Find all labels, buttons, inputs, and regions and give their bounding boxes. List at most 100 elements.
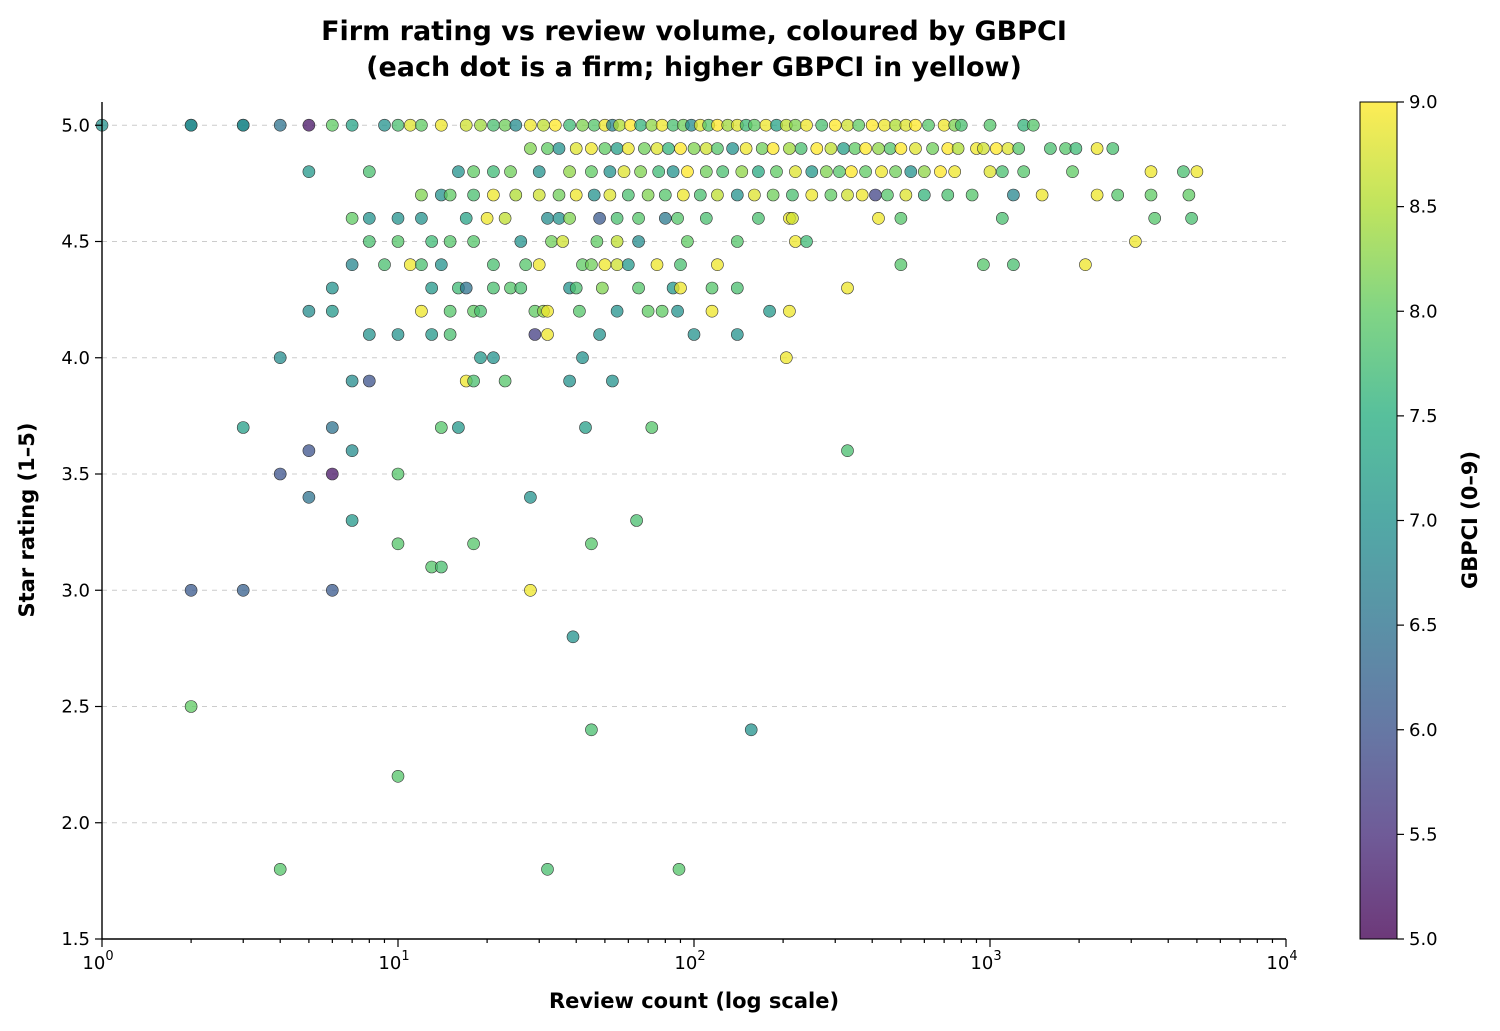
x-tick-exponent: 0 bbox=[105, 949, 113, 964]
data-point bbox=[730, 328, 744, 341]
data-point bbox=[672, 862, 686, 876]
y-tick-label: 4.5 bbox=[61, 232, 90, 253]
data-point bbox=[869, 188, 882, 202]
data-point bbox=[573, 304, 586, 318]
data-point bbox=[556, 235, 570, 248]
data-point bbox=[995, 165, 1009, 178]
data-point bbox=[815, 118, 829, 132]
data-point bbox=[391, 235, 405, 248]
data-point bbox=[805, 188, 819, 202]
data-point bbox=[434, 118, 448, 132]
data-point bbox=[443, 304, 457, 318]
data-point bbox=[965, 188, 979, 202]
data-point bbox=[590, 235, 604, 248]
data-point bbox=[610, 212, 624, 225]
data-point bbox=[345, 212, 359, 225]
axes bbox=[101, 102, 1286, 940]
data-point bbox=[763, 304, 776, 318]
data-point bbox=[666, 165, 680, 178]
data-point bbox=[705, 304, 719, 318]
data-point bbox=[514, 235, 528, 248]
data-point bbox=[587, 188, 601, 202]
data-point bbox=[585, 142, 598, 155]
data-point bbox=[552, 142, 566, 155]
data-point bbox=[184, 583, 198, 597]
data-point bbox=[325, 467, 339, 481]
data-point bbox=[716, 165, 730, 178]
data-point bbox=[748, 118, 761, 132]
data-point bbox=[632, 235, 645, 248]
data-point bbox=[585, 537, 598, 551]
data-point bbox=[837, 142, 850, 155]
data-point bbox=[711, 258, 724, 272]
x-tick-exponent: 3 bbox=[993, 949, 1001, 964]
data-point bbox=[1185, 212, 1198, 225]
data-point bbox=[345, 444, 359, 458]
x-ticks: 100 101 102 103 104 bbox=[82, 939, 1298, 974]
data-point bbox=[541, 142, 554, 155]
data-point bbox=[917, 188, 931, 202]
data-point bbox=[467, 188, 480, 202]
data-point bbox=[859, 165, 872, 178]
data-points bbox=[95, 118, 1204, 876]
data-point bbox=[766, 188, 780, 202]
colorbar-tick-label: 9.0 bbox=[1409, 92, 1438, 113]
data-point bbox=[569, 281, 583, 295]
colorbar-tick-label: 8.0 bbox=[1409, 301, 1438, 322]
data-point bbox=[1017, 165, 1031, 178]
data-point bbox=[514, 281, 528, 295]
data-point bbox=[487, 351, 500, 365]
y-tick-label: 2.0 bbox=[61, 813, 90, 834]
x-tick-base: 10 bbox=[82, 953, 105, 974]
data-point bbox=[606, 374, 619, 388]
data-point bbox=[855, 188, 869, 202]
data-point bbox=[894, 212, 908, 225]
data-point bbox=[786, 212, 799, 225]
chart-title-line2: (each dot is a firm; higher GBPCI in yel… bbox=[366, 52, 1022, 83]
data-point bbox=[415, 118, 428, 132]
data-point bbox=[587, 118, 601, 132]
data-point bbox=[948, 165, 962, 178]
data-point bbox=[391, 537, 405, 551]
data-point bbox=[345, 258, 359, 272]
data-point bbox=[1148, 212, 1161, 225]
data-point bbox=[585, 723, 598, 737]
data-point bbox=[674, 258, 687, 272]
data-point bbox=[671, 304, 684, 318]
data-point bbox=[634, 165, 647, 178]
data-point bbox=[699, 212, 713, 225]
data-point bbox=[726, 142, 739, 155]
data-point bbox=[1106, 142, 1120, 155]
x-tick-label: 103 bbox=[970, 949, 1001, 974]
data-point bbox=[824, 142, 838, 155]
data-point bbox=[810, 142, 824, 155]
data-point bbox=[415, 304, 428, 318]
data-point bbox=[641, 304, 655, 318]
data-point bbox=[467, 537, 480, 551]
data-point bbox=[391, 769, 405, 783]
x-tick-label: 101 bbox=[378, 949, 409, 974]
data-point bbox=[786, 188, 799, 202]
data-point bbox=[509, 118, 523, 132]
data-point bbox=[443, 235, 457, 248]
data-point bbox=[541, 862, 554, 876]
x-tick-base: 10 bbox=[378, 953, 401, 974]
y-ticks: 1.5 2.0 2.5 3.0 3.5 4.0 4.5 5.0 bbox=[61, 115, 102, 950]
data-point bbox=[1069, 142, 1083, 155]
data-point bbox=[1001, 142, 1015, 155]
data-point bbox=[415, 212, 428, 225]
data-point bbox=[487, 165, 500, 178]
data-point bbox=[504, 165, 517, 178]
data-point bbox=[794, 142, 808, 155]
data-point bbox=[1090, 142, 1104, 155]
y-tick-label: 3.0 bbox=[61, 580, 90, 601]
data-point bbox=[693, 188, 707, 202]
colorbar-tick-label: 6.0 bbox=[1409, 720, 1438, 741]
data-point bbox=[735, 165, 749, 178]
data-point bbox=[474, 304, 487, 318]
colorbar-tick-label: 8.5 bbox=[1409, 197, 1438, 218]
data-point bbox=[545, 235, 558, 248]
data-point bbox=[459, 212, 473, 225]
data-point bbox=[452, 165, 465, 178]
data-point bbox=[345, 118, 359, 132]
